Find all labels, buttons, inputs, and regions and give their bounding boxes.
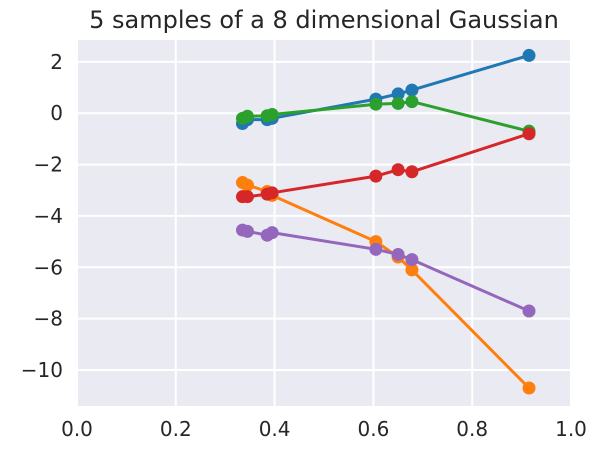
plot-area — [77, 40, 571, 406]
x-tick-label: 1.0 — [555, 417, 587, 441]
y-tick-label: −2 — [34, 153, 63, 177]
data-point — [391, 247, 405, 261]
data-point — [405, 253, 419, 267]
data-point — [522, 381, 536, 395]
data-point — [240, 190, 254, 204]
y-tick-label: −10 — [21, 358, 63, 382]
x-tick-label: 0.4 — [259, 417, 291, 441]
series-layer — [235, 48, 536, 395]
y-tick-label: −8 — [34, 307, 63, 331]
data-point — [240, 224, 254, 238]
data-point — [405, 263, 419, 277]
data-point — [522, 304, 536, 318]
data-point — [405, 83, 419, 97]
data-point — [405, 95, 419, 109]
series-5 — [235, 223, 536, 318]
data-point — [369, 97, 383, 111]
x-tick-label: 0.2 — [160, 417, 192, 441]
y-tick-label: −6 — [34, 255, 63, 279]
y-tick-label: −4 — [34, 204, 63, 228]
series-3 — [235, 95, 536, 138]
data-point — [522, 127, 536, 141]
data-point — [391, 87, 405, 101]
data-point — [391, 96, 405, 110]
data-point — [405, 165, 419, 179]
x-tick-label: 0.8 — [456, 417, 488, 441]
series-4 — [235, 127, 536, 204]
y-axis: 2 0 −2 −4 −6 −8 −10 — [21, 50, 63, 382]
data-point — [240, 109, 254, 123]
x-tick-label: 0.0 — [61, 417, 93, 441]
grid — [76, 40, 572, 406]
data-point — [240, 178, 254, 192]
x-tick-label: 0.6 — [357, 417, 389, 441]
x-axis: 0.0 0.2 0.4 0.6 0.8 1.0 — [61, 417, 587, 441]
y-tick-label: 2 — [50, 50, 63, 74]
data-point — [265, 186, 279, 200]
data-point — [369, 169, 383, 183]
chart-title: 5 samples of a 8 dimensional Gaussian — [89, 6, 559, 34]
data-point — [265, 107, 279, 121]
data-point — [391, 163, 405, 177]
y-tick-label: 0 — [50, 101, 63, 125]
data-point — [369, 242, 383, 256]
data-point — [265, 226, 279, 240]
data-point — [522, 48, 536, 62]
